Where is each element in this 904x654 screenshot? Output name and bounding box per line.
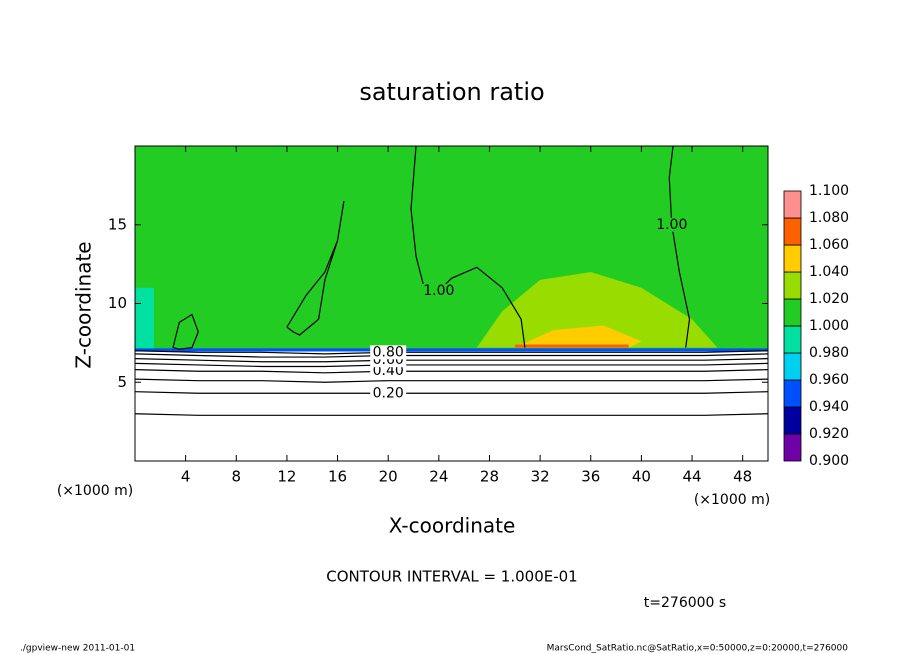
contour-line bbox=[135, 353, 768, 358]
footer-right: MarsCond_SatRatio.nc@SatRatio,x=0:50000,… bbox=[547, 644, 849, 654]
chart-title: saturation ratio bbox=[359, 78, 544, 106]
colorbar-band bbox=[783, 271, 802, 300]
colorbar-band bbox=[783, 298, 802, 327]
contour-label-bg bbox=[370, 364, 407, 379]
x-tick-label: 12 bbox=[277, 468, 296, 486]
contour-line bbox=[286, 201, 345, 336]
x-tick-label: 16 bbox=[328, 468, 347, 486]
colorbar-band bbox=[783, 325, 802, 354]
colorbar-band bbox=[783, 244, 802, 273]
colorbar-label: 1.000 bbox=[809, 318, 849, 334]
colorbar-label: 1.100 bbox=[809, 183, 849, 199]
contour-line bbox=[668, 146, 691, 348]
contour-label: 0.80 bbox=[373, 344, 404, 360]
filled-region bbox=[135, 348, 768, 352]
contour-line bbox=[135, 391, 768, 394]
contour-line bbox=[135, 350, 768, 355]
contour-label-bg bbox=[370, 345, 407, 360]
colorbar-label: 0.920 bbox=[809, 426, 849, 442]
unit-label: (×1000 m) bbox=[694, 492, 770, 508]
footer-left: ./gpview-new 2011-01-01 bbox=[20, 644, 135, 654]
contour-interval: CONTOUR INTERVAL = 1.000E-01 bbox=[326, 568, 577, 586]
contour-line bbox=[135, 369, 768, 374]
contour-label-bg bbox=[653, 217, 690, 232]
x-tick-label: 48 bbox=[733, 468, 752, 486]
colorbar-band bbox=[783, 190, 802, 219]
time-label: t=276000 s bbox=[644, 595, 726, 611]
filled-region bbox=[514, 325, 642, 348]
contour-label: 0.20 bbox=[373, 385, 404, 401]
x-tick-label: 44 bbox=[682, 468, 701, 486]
y-tick-label: 15 bbox=[108, 215, 127, 233]
contour-label-bg bbox=[420, 283, 457, 298]
contour-label-bg bbox=[370, 386, 407, 401]
x-tick-label: 8 bbox=[232, 468, 242, 486]
filled-region bbox=[514, 344, 629, 348]
colorbar-label: 0.960 bbox=[809, 372, 849, 388]
y-tick-label: 5 bbox=[117, 373, 127, 391]
contour-line bbox=[135, 378, 768, 383]
colorbar-band bbox=[783, 217, 802, 246]
colorbar-label: 1.020 bbox=[809, 291, 849, 307]
y-axis-label: Z-coordinate bbox=[72, 241, 96, 368]
x-tick-label: 4 bbox=[181, 468, 191, 486]
colorbar-band bbox=[783, 379, 802, 408]
colorbar-band bbox=[783, 406, 802, 435]
contour-label: 1.00 bbox=[423, 283, 454, 299]
contour-label: 1.00 bbox=[656, 217, 687, 233]
x-tick-label: 32 bbox=[531, 468, 550, 486]
colorbar-label: 1.060 bbox=[809, 237, 849, 253]
x-tick-label: 40 bbox=[632, 468, 651, 486]
filled-region bbox=[476, 272, 718, 348]
colorbar-label: 0.940 bbox=[809, 399, 849, 415]
colorbar-label: 0.980 bbox=[809, 345, 849, 361]
colorbar-label: 1.080 bbox=[809, 210, 849, 226]
contour-line bbox=[135, 413, 768, 416]
colorbar-label: 1.040 bbox=[809, 264, 849, 280]
unit-label: (×1000 m) bbox=[57, 483, 133, 499]
contour-label: 0.40 bbox=[373, 363, 404, 379]
x-tick-label: 24 bbox=[429, 468, 448, 486]
contour-line bbox=[135, 362, 768, 368]
x-tick-label: 20 bbox=[379, 468, 398, 486]
x-tick-label: 36 bbox=[581, 468, 600, 486]
plot-area: 0.200.400.600.801.001.00 bbox=[135, 146, 768, 416]
contour-line bbox=[135, 358, 768, 363]
y-tick-label: 10 bbox=[108, 294, 127, 312]
colorbar-label: 0.900 bbox=[809, 453, 849, 469]
colorbar-band bbox=[783, 433, 802, 462]
x-axis-label: X-coordinate bbox=[389, 514, 516, 538]
colorbar-band bbox=[783, 352, 802, 381]
filled-region bbox=[135, 287, 154, 350]
x-tick-label: 28 bbox=[480, 468, 499, 486]
contour-line bbox=[172, 313, 199, 350]
